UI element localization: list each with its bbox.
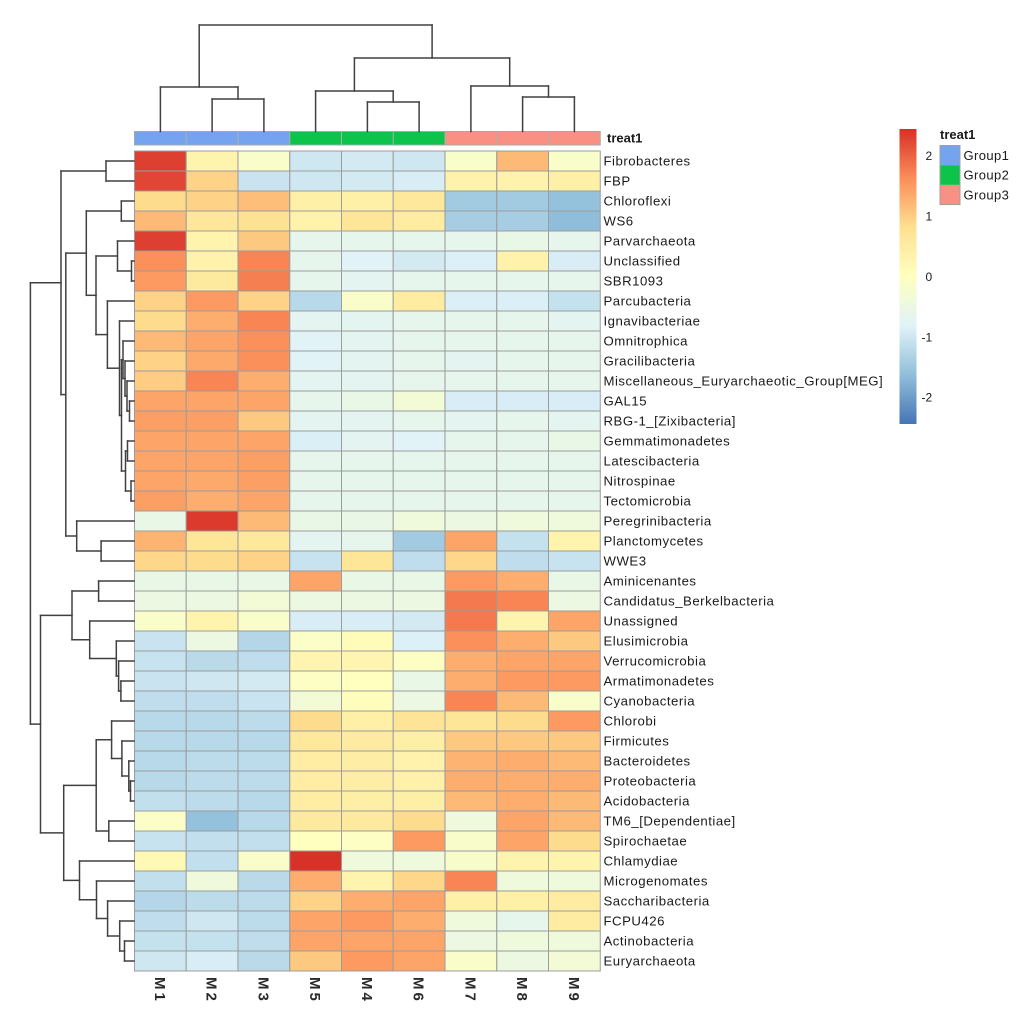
- svg-text:1: 1: [926, 209, 933, 223]
- svg-text:Firmicutes: Firmicutes: [604, 734, 670, 749]
- svg-text:M2: M2: [203, 977, 220, 1004]
- svg-text:Parvarchaeota: Parvarchaeota: [604, 234, 696, 249]
- svg-text:Microgenomates: Microgenomates: [604, 874, 708, 889]
- svg-text:FCPU426: FCPU426: [604, 914, 665, 929]
- svg-text:SBR1093: SBR1093: [604, 274, 664, 289]
- svg-text:Peregrinibacteria: Peregrinibacteria: [604, 514, 712, 529]
- svg-text:Elusimicrobia: Elusimicrobia: [604, 634, 689, 649]
- svg-text:Actinobacteria: Actinobacteria: [604, 934, 695, 949]
- svg-text:Gemmatimonadetes: Gemmatimonadetes: [604, 434, 731, 449]
- svg-text:Ignavibacteriae: Ignavibacteriae: [604, 314, 701, 329]
- svg-text:TM6_[Dependentiae]: TM6_[Dependentiae]: [604, 814, 736, 829]
- svg-text:RBG-1_[Zixibacteria]: RBG-1_[Zixibacteria]: [604, 414, 736, 429]
- svg-text:M5: M5: [306, 977, 323, 1004]
- svg-text:Armatimonadetes: Armatimonadetes: [604, 674, 715, 689]
- svg-text:M1: M1: [151, 977, 168, 1004]
- svg-text:Proteobacteria: Proteobacteria: [604, 774, 697, 789]
- svg-text:M8: M8: [513, 977, 530, 1004]
- svg-text:M6: M6: [410, 977, 427, 1004]
- svg-text:Unclassified: Unclassified: [604, 254, 681, 269]
- svg-text:Candidatus_Berkelbacteria: Candidatus_Berkelbacteria: [604, 594, 775, 609]
- svg-text:Saccharibacteria: Saccharibacteria: [604, 894, 710, 909]
- svg-text:Euryarchaeota: Euryarchaeota: [604, 954, 696, 969]
- svg-text:-2: -2: [922, 391, 933, 405]
- svg-text:Parcubacteria: Parcubacteria: [604, 294, 692, 309]
- svg-text:Aminicenantes: Aminicenantes: [604, 574, 697, 589]
- svg-text:Fibrobacteres: Fibrobacteres: [604, 154, 691, 169]
- svg-text:Chlorobi: Chlorobi: [604, 714, 657, 729]
- svg-text:WS6: WS6: [604, 214, 634, 229]
- svg-text:Spirochaetae: Spirochaetae: [604, 834, 688, 849]
- svg-text:Latescibacteria: Latescibacteria: [604, 454, 700, 469]
- svg-text:Cyanobacteria: Cyanobacteria: [604, 694, 696, 709]
- svg-text:Planctomycetes: Planctomycetes: [604, 534, 704, 549]
- svg-text:M3: M3: [255, 977, 272, 1004]
- svg-text:Group3: Group3: [964, 187, 1010, 202]
- svg-text:Chloroflexi: Chloroflexi: [604, 194, 672, 209]
- svg-text:Miscellaneous_Euryarchaeotic_G: Miscellaneous_Euryarchaeotic_Group[MEG]: [604, 374, 884, 389]
- svg-text:M4: M4: [358, 977, 375, 1004]
- svg-text:Acidobacteria: Acidobacteria: [604, 794, 691, 809]
- svg-text:2: 2: [926, 149, 933, 163]
- svg-text:M7: M7: [462, 977, 479, 1004]
- svg-text:0: 0: [926, 270, 933, 284]
- svg-text:Group2: Group2: [964, 168, 1010, 183]
- svg-text:Nitrospinae: Nitrospinae: [604, 474, 676, 489]
- svg-text:Bacteroidetes: Bacteroidetes: [604, 754, 691, 769]
- svg-text:Tectomicrobia: Tectomicrobia: [604, 494, 692, 509]
- svg-text:WWE3: WWE3: [604, 554, 647, 569]
- svg-text:M9: M9: [565, 977, 582, 1004]
- svg-text:Omnitrophica: Omnitrophica: [604, 334, 689, 349]
- svg-text:Group1: Group1: [964, 148, 1010, 163]
- svg-text:Gracilibacteria: Gracilibacteria: [604, 354, 696, 369]
- svg-text:treat1: treat1: [940, 127, 975, 142]
- svg-text:Unassigned: Unassigned: [604, 614, 679, 629]
- svg-text:treat1: treat1: [607, 131, 642, 146]
- svg-text:Verrucomicrobia: Verrucomicrobia: [604, 654, 707, 669]
- svg-text:FBP: FBP: [604, 174, 631, 189]
- svg-text:-1: -1: [922, 330, 933, 344]
- svg-text:Chlamydiae: Chlamydiae: [604, 854, 679, 869]
- svg-text:GAL15: GAL15: [604, 394, 648, 409]
